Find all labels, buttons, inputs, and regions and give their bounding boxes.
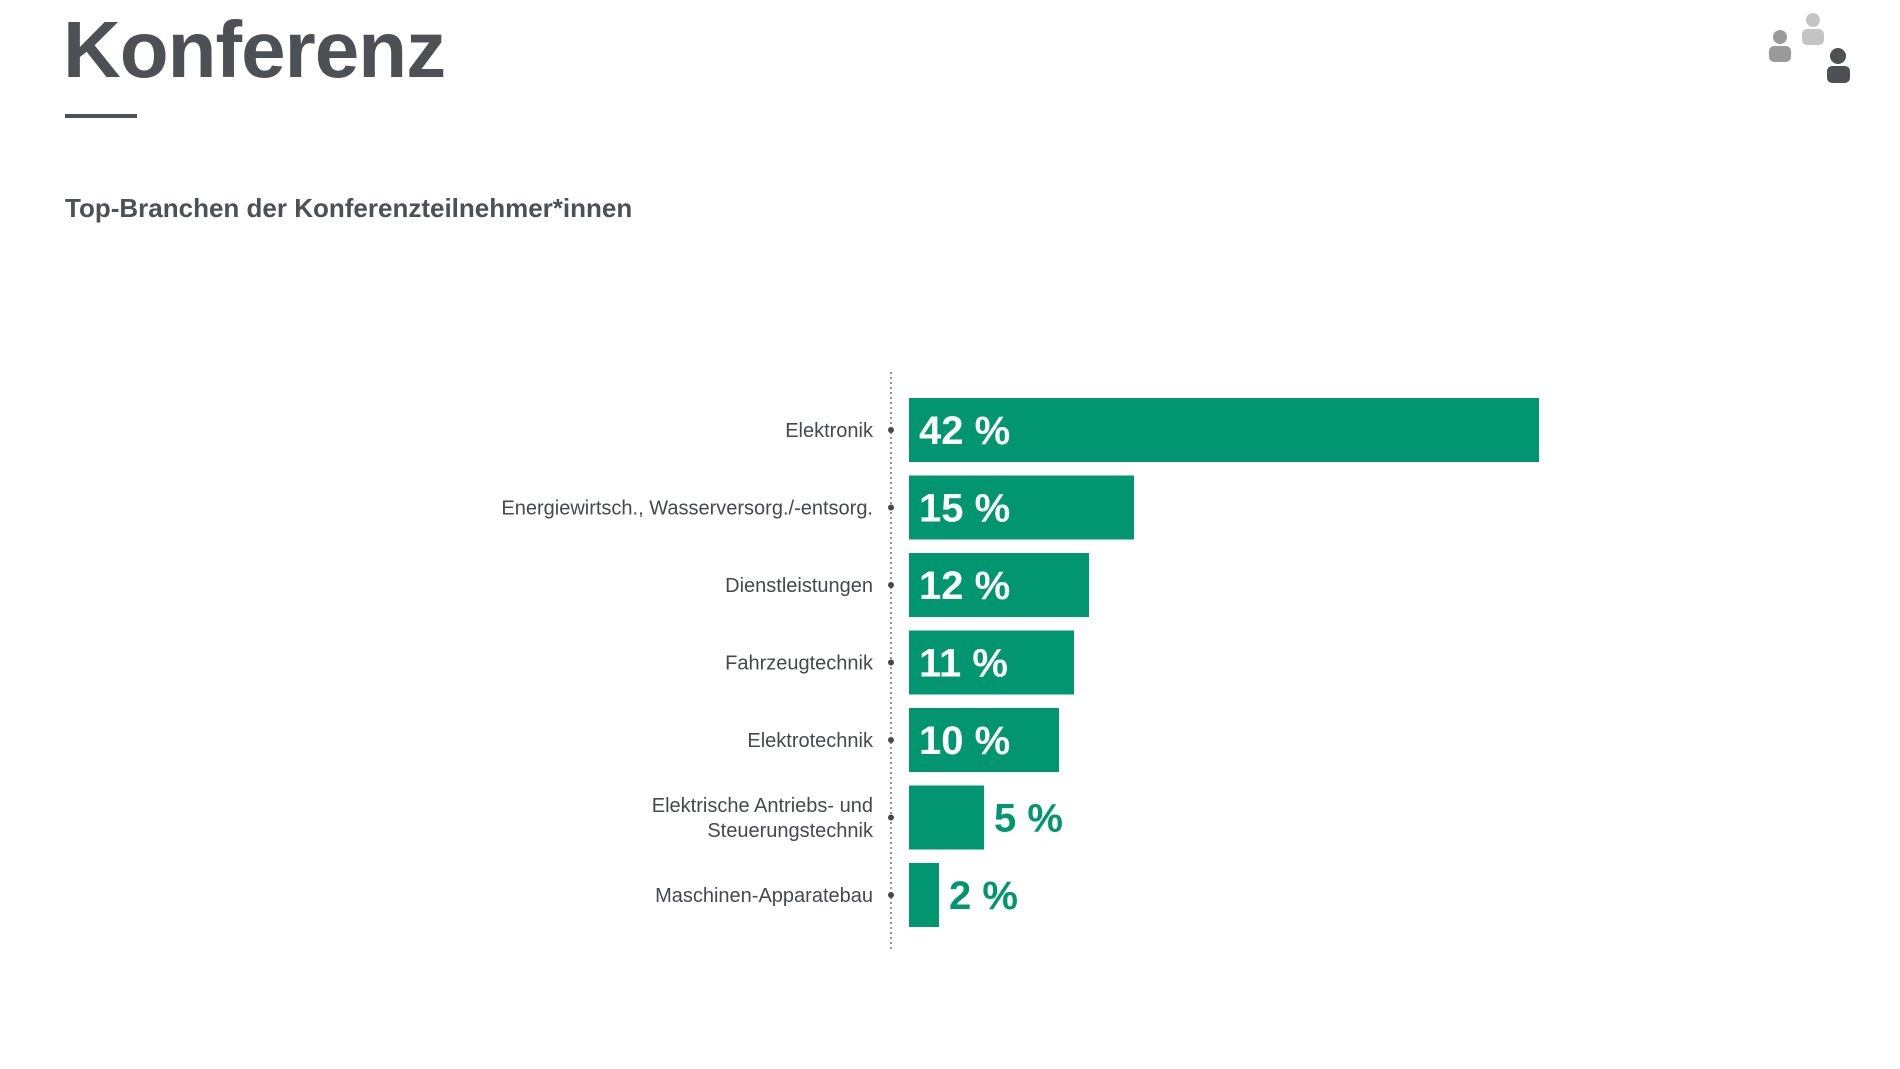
- category-label-line: Fahrzeugtechnik: [725, 653, 874, 675]
- category-label-line: Steuerungstechnik: [707, 820, 874, 842]
- category-label-line: Maschinen-Apparatebau: [655, 885, 873, 907]
- category-label: Fahrzeugtechnik: [725, 653, 874, 675]
- category-label-line: Elektrische Antriebs- und: [652, 795, 873, 817]
- person-right-icon: [1827, 48, 1850, 83]
- axis-tick-dot: [888, 504, 894, 511]
- category-label: Elektrische Antriebs- und Steuerungstechn…: [652, 795, 874, 842]
- page-title: Konferenz: [63, 5, 446, 94]
- category-label-line: Dienstleistungen: [725, 575, 873, 597]
- bar: [909, 863, 939, 927]
- bar: [909, 475, 1134, 540]
- category-label: Dienstleistungen: [725, 575, 873, 597]
- bar: [909, 785, 984, 850]
- value-label: 10 %: [919, 719, 1010, 763]
- value-label: 15 %: [919, 487, 1010, 531]
- value-label: 12 %: [919, 564, 1010, 608]
- value-label: 2 %: [949, 874, 1018, 918]
- person-left-icon: [1769, 30, 1791, 62]
- axis-tick-dot: [888, 427, 894, 433]
- bar: [909, 708, 1059, 772]
- category-label: Elektronik: [785, 420, 874, 442]
- category-label-line: Elektrotechnik: [747, 730, 874, 752]
- value-label: 5 %: [994, 797, 1063, 841]
- axis-tick-dot: [888, 659, 894, 666]
- bar: [909, 630, 1074, 695]
- person-middle-icon: [1802, 13, 1824, 45]
- people-group-icon: [1769, 13, 1850, 83]
- category-label: Maschinen-Apparatebau: [655, 885, 873, 907]
- chart-title: Top-Branchen der Konferenzteilnehmer*inn…: [65, 193, 633, 223]
- category-label: Energiewirtsch., Wasserversorg./-entsorg…: [501, 498, 873, 520]
- value-label: 42 %: [919, 409, 1010, 453]
- category-label-line: Elektronik: [785, 420, 874, 442]
- bar: [909, 398, 1539, 462]
- axis-tick-dot: [888, 892, 894, 898]
- bar: [909, 553, 1089, 617]
- value-label: 11 %: [919, 642, 1008, 686]
- title-underline: [65, 114, 137, 118]
- category-label-line: Energiewirtsch., Wasserversorg./-entsorg…: [501, 498, 873, 520]
- axis-tick-dot: [888, 582, 894, 588]
- category-label: Elektrotechnik: [747, 730, 874, 752]
- axis-tick-dot: [888, 737, 894, 743]
- axis-tick-dot: [888, 814, 894, 821]
